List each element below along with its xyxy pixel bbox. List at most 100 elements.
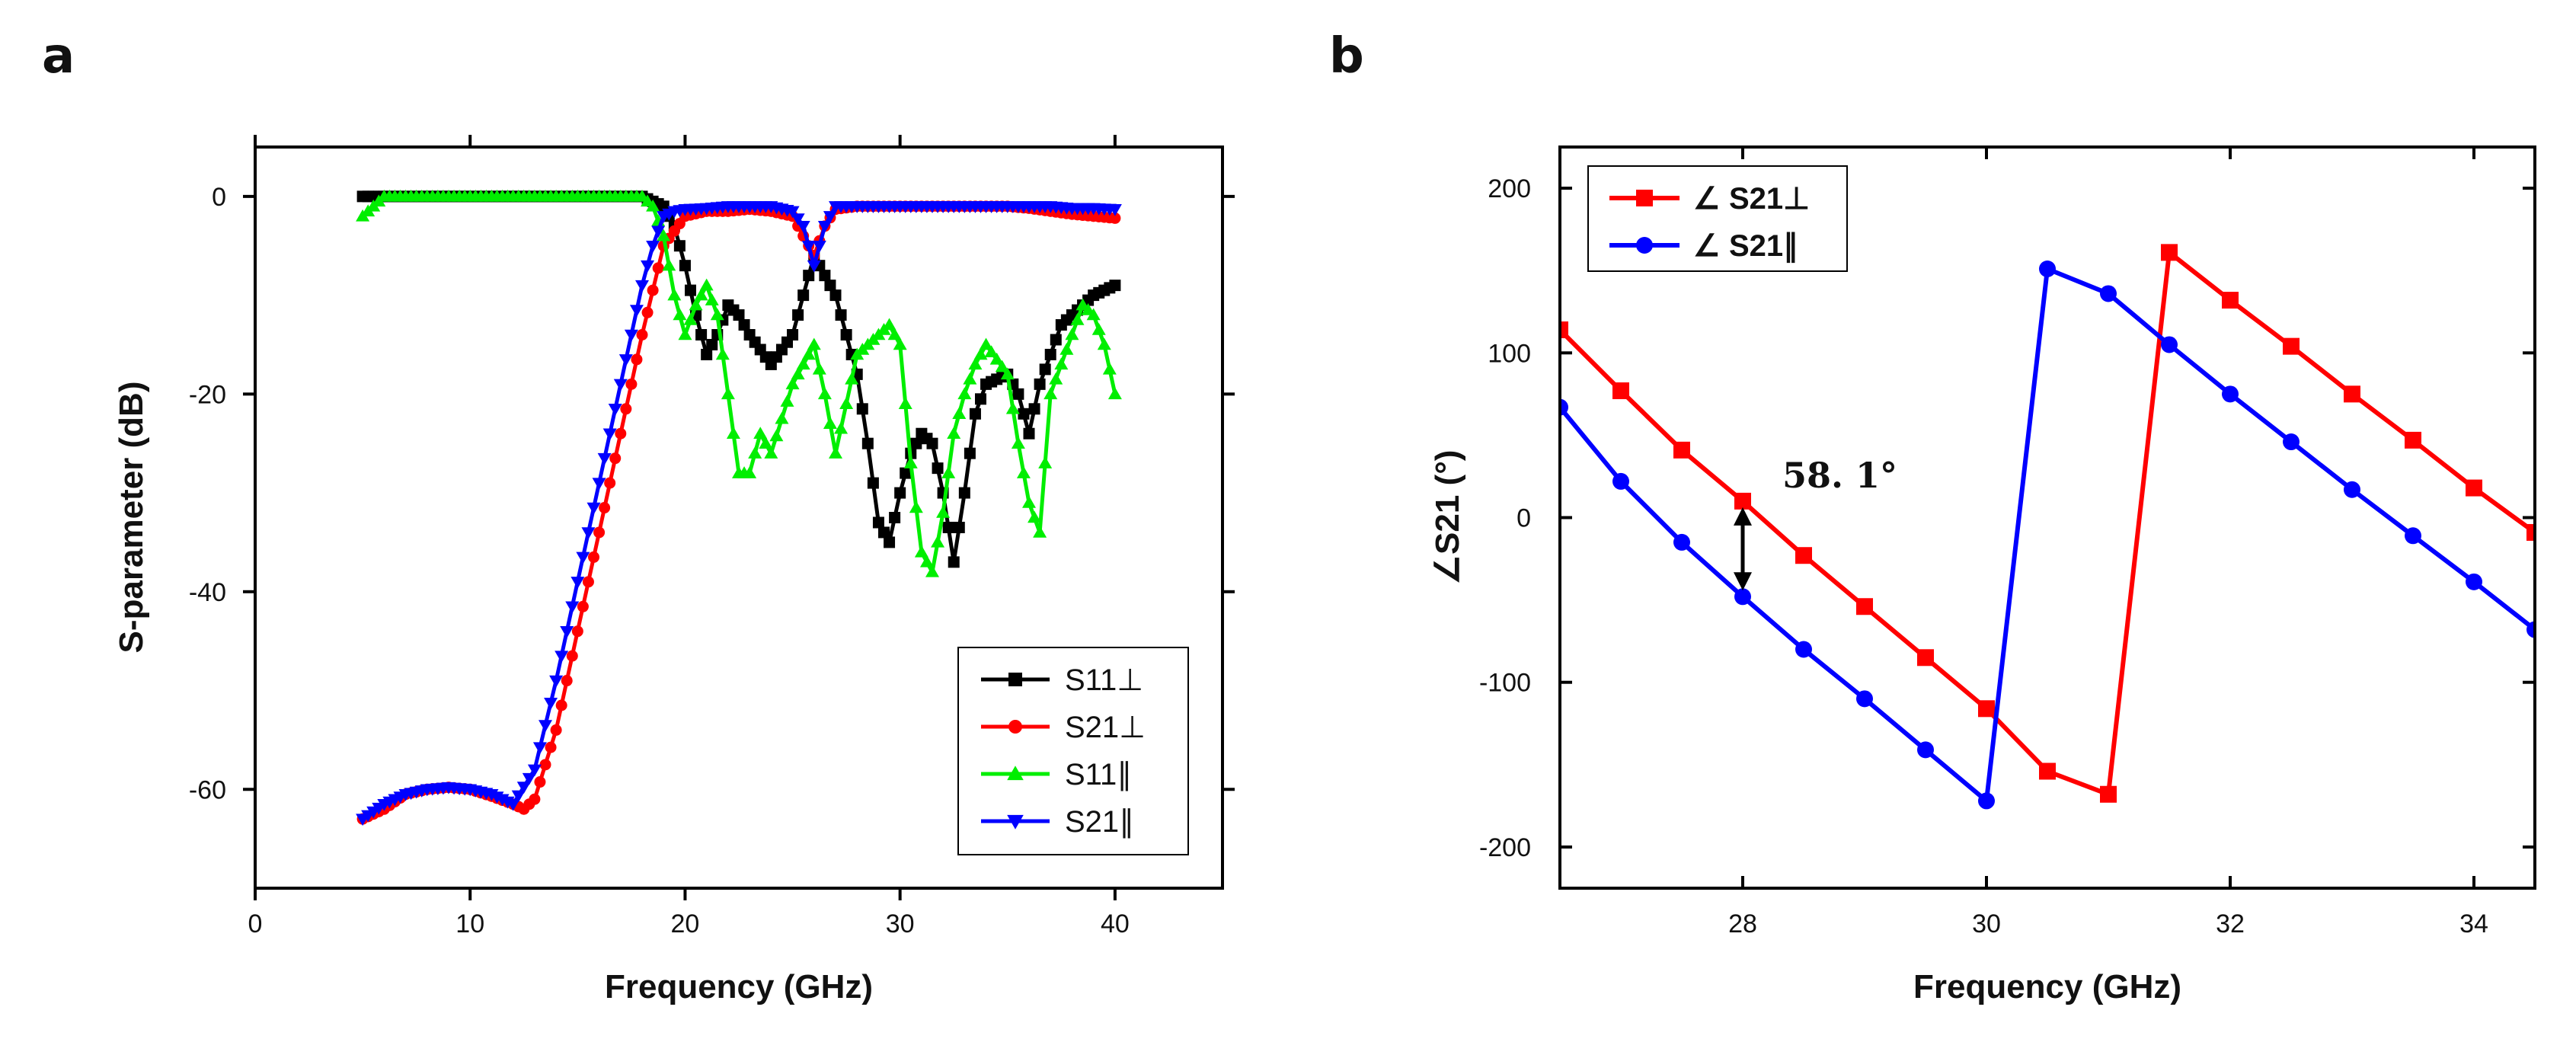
a-point-s11-perp xyxy=(840,328,852,340)
a-point-s11-perp xyxy=(1012,388,1024,400)
a-point-s11-par xyxy=(715,347,730,360)
a-point-s11-perp xyxy=(889,512,901,523)
a-point-s11-perp xyxy=(1023,427,1035,440)
panel-a-legend-label-s21-perp: S21⊥ xyxy=(1065,711,1146,744)
a-point-s11-perp xyxy=(964,447,976,459)
a-point-s21-perp xyxy=(582,576,594,588)
a-point-s21-perp xyxy=(539,759,551,771)
a-point-s11-par xyxy=(1028,510,1042,523)
b-point-phase-s21-par xyxy=(1795,641,1812,658)
a-point-s21-par xyxy=(544,698,558,710)
a-point-s11-perp xyxy=(975,393,986,405)
b-y-tick-label: -200 xyxy=(1479,833,1531,862)
a-point-s21-par xyxy=(785,206,800,219)
b-point-phase-s21-perp xyxy=(2161,244,2178,261)
a-point-s11-perp xyxy=(679,260,691,272)
panel-a-y-axis-label: S-parameter (dB) xyxy=(113,382,150,654)
a-point-s11-perp xyxy=(884,536,896,548)
panel-a-legend-marker-s11-perp xyxy=(1008,673,1022,686)
a-point-s11-par xyxy=(1065,328,1079,340)
a-point-s21-par xyxy=(506,798,520,811)
a-point-s11-par xyxy=(887,328,902,340)
panel-a-legend-item-s11-perp: S11⊥ xyxy=(981,663,1143,697)
a-point-s21-par xyxy=(570,577,585,589)
b-series-phase-s21-par xyxy=(1560,261,2535,810)
a-point-s21-par xyxy=(539,720,552,732)
panel-b-legend-box xyxy=(1587,165,1848,272)
a-point-s11-par xyxy=(807,337,821,350)
a-point-s21-par xyxy=(608,404,622,416)
panel-a-ticks: 0 10 20 30 40 0 -20 -40 -60 xyxy=(189,135,1235,938)
b-y-tick-label: 100 xyxy=(1488,339,1531,368)
a-point-s11-par xyxy=(952,407,967,420)
a-point-s11-par xyxy=(919,555,934,567)
b-point-phase-s21-par xyxy=(2466,573,2482,590)
a-point-s11-perp xyxy=(685,284,696,296)
b-x-tick-label: 34 xyxy=(2459,910,2488,938)
a-point-s11-par xyxy=(678,328,692,340)
a-y-tick-label: -20 xyxy=(189,380,226,409)
a-point-s11-par xyxy=(941,466,956,478)
a-point-s11-par xyxy=(984,345,999,357)
a-point-s11-perp xyxy=(969,408,981,420)
a-point-s11-par xyxy=(1107,387,1122,400)
a-point-s21-perp xyxy=(647,284,659,296)
a-point-s21-par xyxy=(796,221,810,233)
b-point-phase-s21-perp xyxy=(2222,292,2239,309)
a-point-s11-par xyxy=(1054,357,1069,370)
a-point-s21-par xyxy=(560,625,574,638)
b-point-phase-s21-perp xyxy=(1856,598,1873,615)
a-point-s11-perp xyxy=(829,289,842,302)
a-point-s11-perp xyxy=(792,309,804,321)
a-point-s11-par xyxy=(1033,525,1047,538)
a-point-s11-perp xyxy=(1034,378,1046,390)
a-point-s11-par xyxy=(893,337,907,350)
b-point-phase-s21-perp xyxy=(2344,385,2360,403)
b-point-phase-s21-perp xyxy=(2466,479,2482,497)
a-point-s11-par xyxy=(898,397,912,410)
b-line-phase-s21-par xyxy=(1560,267,2535,804)
a-x-tick-label: 30 xyxy=(886,910,915,938)
a-point-s11-perp xyxy=(803,270,815,282)
a-point-s11-perp xyxy=(900,467,912,479)
b-point-phase-s21-perp xyxy=(1978,700,1995,718)
a-point-s21-perp xyxy=(555,699,567,711)
a-point-s21-perp xyxy=(571,625,583,638)
a-point-s11-par xyxy=(989,352,1004,365)
b-point-phase-s21-perp xyxy=(1673,441,1690,459)
a-point-s11-par xyxy=(1022,496,1036,508)
panel-a-plot-frame xyxy=(254,145,1224,890)
a-point-s21-perp xyxy=(577,600,589,612)
b-line-phase-s21-perp xyxy=(1560,250,2535,797)
a-point-s11-par xyxy=(753,427,768,439)
a-point-s21-perp xyxy=(631,353,643,366)
b-point-phase-s21-par xyxy=(1856,690,1873,708)
panel-b-legend-item-phase-s21-perp: ∠ S21⊥ xyxy=(1609,182,1810,216)
a-point-s21-perp xyxy=(566,650,578,662)
a-point-s11-par xyxy=(947,427,961,439)
a-point-s21-par xyxy=(597,452,612,465)
a-x-tick-label: 0 xyxy=(248,910,263,938)
a-point-s21-par xyxy=(592,478,606,491)
panel-b-legend-marker-phase-s21-perp xyxy=(1636,190,1653,206)
a-point-s11-par xyxy=(657,229,671,241)
panel-a-data-series xyxy=(356,189,1122,826)
a-point-s11-par xyxy=(646,199,660,212)
b-point-phase-s21-par xyxy=(2161,336,2178,353)
a-point-s11-par xyxy=(995,360,1009,372)
a-point-s11-par xyxy=(1005,401,1020,414)
b-point-phase-s21-par xyxy=(2344,481,2360,498)
b-point-phase-s21-perp xyxy=(2283,337,2300,355)
a-point-s11-perp xyxy=(878,526,890,539)
a-point-s11-par xyxy=(1044,387,1058,400)
panel-a-letter: a xyxy=(42,28,75,85)
a-point-s21-perp xyxy=(609,452,622,465)
panel-a-chart: 0 10 20 30 40 0 -20 -40 -60 Frequency (GHz) S-pa… xyxy=(113,135,1235,1005)
a-point-s11-par xyxy=(812,362,826,375)
panel-b-legend: ∠ S21⊥ ∠ S21∥ xyxy=(1587,165,1848,272)
a-point-s21-perp xyxy=(641,306,654,318)
a-point-s21-par xyxy=(511,790,526,803)
a-point-s21-perp xyxy=(550,724,562,736)
panel-b-annotation-arrowhead-up xyxy=(1734,507,1752,526)
a-point-s11-par xyxy=(1070,313,1085,325)
